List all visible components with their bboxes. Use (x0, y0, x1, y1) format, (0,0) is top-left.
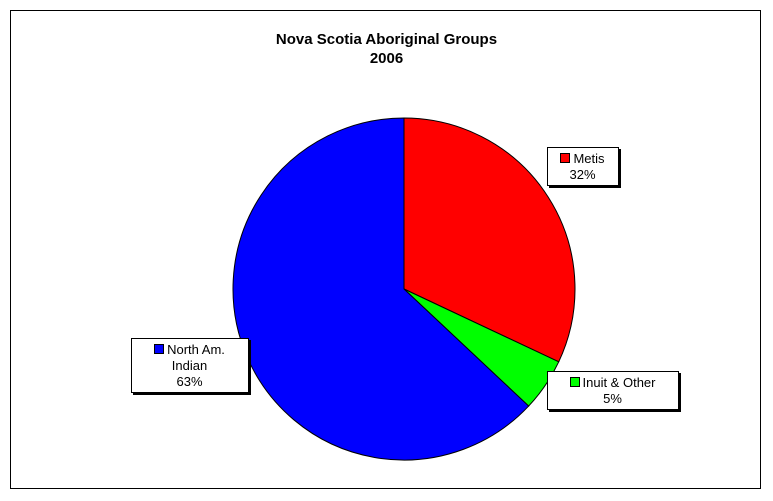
data-label-north-am-indian-name-2: Indian (171, 358, 208, 373)
data-label-metis-name: Metis (573, 151, 605, 166)
data-label-inuit-other-value: 5% (603, 391, 622, 406)
chart-title: Nova Scotia Aboriginal Groups (275, 31, 498, 48)
chart-title-block: Nova Scotia Aboriginal Groups 2006 (0, 30, 773, 68)
data-label-metis: Metis 32% (547, 147, 619, 186)
data-label-inuit-other: Inuit & Other 5% (547, 371, 679, 410)
pie-slice-metis (403, 117, 576, 363)
data-label-north-am-indian-value: 63% (176, 374, 203, 389)
inuit-other-swatch-icon (569, 377, 580, 387)
data-label-metis-value: 32% (569, 167, 596, 182)
chart-subtitle: 2006 (369, 50, 404, 67)
metis-swatch-icon (560, 153, 571, 163)
north-am-indian-swatch-icon (154, 344, 165, 354)
data-label-north-am-indian-name-1: North Am. (167, 342, 225, 357)
data-label-inuit-other-name: Inuit & Other (582, 375, 656, 390)
data-label-north-am-indian: North Am. Indian 63% (131, 338, 249, 393)
